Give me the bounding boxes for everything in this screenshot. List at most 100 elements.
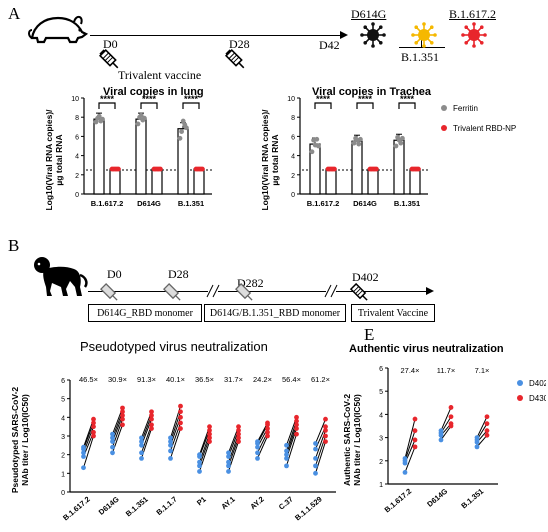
lung-chart-title: Viral copies in lung [103, 86, 204, 98]
y-tick-label: 0 [61, 490, 65, 497]
virus-spike-tip [479, 25, 484, 30]
data-point [323, 439, 328, 444]
data-point [158, 166, 163, 172]
data-point [197, 452, 202, 458]
data-point [313, 470, 318, 476]
data-point [81, 465, 86, 471]
data-point [284, 456, 289, 461]
data-point [313, 441, 318, 446]
virus-spike-tip [411, 33, 415, 37]
data-point [120, 422, 125, 428]
significance-marker: **** [400, 94, 415, 104]
y-tick-label: 2 [75, 173, 79, 180]
syringe-icon [98, 48, 119, 69]
data-point [374, 166, 379, 172]
legend-marker [517, 395, 523, 401]
virus-icon [411, 22, 437, 48]
bar [351, 140, 363, 195]
data-point [438, 437, 444, 443]
legend-marker [517, 380, 523, 386]
data-point [168, 448, 173, 454]
data-point [91, 416, 96, 422]
data-point [323, 428, 328, 433]
data-point [197, 459, 202, 465]
syringe-icon [224, 48, 245, 69]
y-tick-label: 6 [379, 366, 383, 373]
significance-bracket [140, 102, 158, 109]
fold-change-label: 27.4× [401, 366, 420, 375]
pair-line [440, 425, 452, 441]
data-point [474, 435, 480, 440]
data-point [294, 426, 299, 431]
data-point [402, 470, 408, 475]
data-point [226, 469, 231, 474]
trachea-chart: 0 2 4 6 8 10 **** B.1.617.2 **** D614G **** B.1.351… [287, 94, 516, 208]
virus-spike-tip [378, 25, 383, 30]
data-point [200, 166, 205, 172]
data-point [180, 118, 186, 124]
timeline-a-arrowhead [340, 31, 348, 39]
data-point [93, 119, 99, 125]
variant-label-b16172: B.1.617.2 [449, 7, 497, 21]
virus-spike-tip [422, 22, 426, 26]
bar [135, 118, 147, 195]
y-tick-label: 3 [379, 436, 383, 443]
data-point [412, 437, 418, 443]
y-tick-label: 10 [287, 96, 295, 103]
significance-marker: **** [316, 94, 331, 104]
pair-line [476, 416, 488, 438]
significance-bracket [182, 102, 200, 109]
data-point [149, 426, 154, 431]
data-point [402, 456, 408, 461]
data-point [142, 115, 147, 121]
data-point [313, 456, 318, 461]
data-point [207, 424, 212, 430]
panel-b-label: B [8, 236, 20, 255]
virus-body [418, 29, 430, 41]
fold-change-label: 24.2× [253, 375, 272, 384]
authentic-y-label-line1: Authentic SARS-CoV-2 [342, 393, 352, 487]
y-tick-label: 6 [61, 378, 65, 385]
data-point [236, 424, 241, 430]
data-point [351, 140, 357, 146]
data-point [484, 421, 490, 427]
fold-change-label: 91.3× [137, 375, 156, 384]
data-point [91, 433, 96, 439]
x-category-label: C.37 [277, 495, 295, 512]
syringe-icon [163, 283, 181, 301]
data-point [412, 444, 418, 450]
syringe-icon [100, 283, 118, 301]
y-tick-label: 3 [61, 434, 65, 441]
virus-spike-tip [429, 25, 434, 30]
x-category-label: B.1.617.2 [307, 199, 340, 208]
fold-change-label: 30.9× [108, 375, 127, 384]
data-point [236, 428, 241, 433]
bar [193, 168, 205, 195]
underline-b1351 [399, 47, 445, 48]
data-point [110, 450, 115, 456]
data-point [120, 409, 125, 415]
virus-spike-tip [464, 40, 469, 45]
data-point [178, 403, 183, 409]
data-point [149, 413, 154, 418]
significance-bracket [314, 102, 332, 109]
data-point [207, 439, 212, 444]
data-point [323, 416, 328, 422]
virus-body [367, 29, 379, 41]
legend-label: Trivalent RBD-NP [453, 124, 516, 133]
x-category-label: AY.1 [219, 495, 236, 512]
data-point [91, 420, 96, 426]
fold-change-label: 40.1× [166, 375, 185, 384]
data-point [110, 444, 115, 450]
data-point [236, 431, 241, 437]
timeline-b-d28: D28 [168, 267, 189, 281]
virus-spike-tip [464, 25, 469, 30]
lung-y-label-line1: Log10(Viral RNA copies)/ [44, 109, 54, 211]
pair-line [83, 435, 94, 468]
data-point [207, 428, 212, 433]
pair-line [440, 407, 452, 431]
data-point [81, 454, 86, 459]
data-point [448, 414, 454, 420]
data-point [149, 409, 154, 415]
data-point [135, 121, 141, 127]
